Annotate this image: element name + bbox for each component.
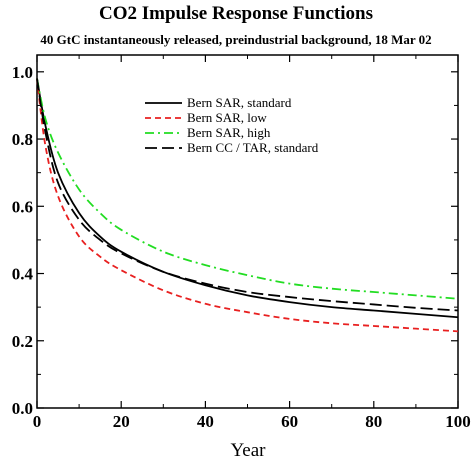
chart-title: CO2 Impulse Response Functions <box>99 3 373 24</box>
series-layer <box>36 78 459 333</box>
y-tick-label: 0.2 <box>12 332 33 351</box>
x-tick-label: 100 <box>445 412 471 431</box>
x-tick-label: 20 <box>113 412 130 431</box>
series-line-4 <box>36 78 459 312</box>
y-tick-label: 1.0 <box>12 63 33 82</box>
axis-ticks: 0 20 40 60 80 100 0.0 0.2 0.4 0.6 0.8 1.0 <box>12 55 471 431</box>
y-tick-label: 0.0 <box>12 399 33 418</box>
x-axis-label: Year <box>230 440 266 459</box>
series-line-3 <box>36 78 459 300</box>
chart-subtitle: 40 GtC instantaneously released, preindu… <box>40 32 431 47</box>
y-tick-label: 0.4 <box>12 265 34 284</box>
y-tick-label: 0.6 <box>12 197 33 216</box>
series-line-2 <box>36 78 459 333</box>
legend-label: Bern CC / TAR, standard <box>187 140 319 155</box>
series-line-1 <box>36 78 459 319</box>
x-tick-label: 40 <box>197 412 214 431</box>
legend-label: Bern SAR, standard <box>187 95 292 110</box>
x-tick-label: 60 <box>281 412 298 431</box>
legend-label: Bern SAR, low <box>187 110 267 125</box>
x-tick-label: 80 <box>365 412 382 431</box>
y-tick-label: 0.8 <box>12 130 33 149</box>
x-tick-label: 0 <box>33 412 42 431</box>
legend-label: Bern SAR, high <box>187 125 271 140</box>
